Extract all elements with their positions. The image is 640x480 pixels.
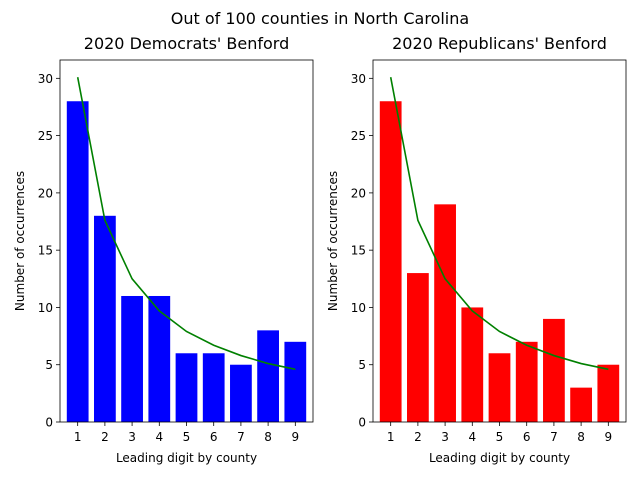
- x-tick-label-9: 9: [291, 430, 299, 444]
- y-axis-label: Number of occurrences: [326, 171, 340, 311]
- x-tick-label-6: 6: [210, 430, 218, 444]
- y-tick-label-20: 20: [38, 186, 53, 200]
- bar-6: [515, 341, 538, 422]
- x-axis-label: Leading digit by county: [429, 451, 570, 465]
- y-tick-label-0: 0: [358, 416, 366, 430]
- bar-3: [434, 204, 456, 422]
- bar-7: [543, 318, 565, 422]
- bar-8: [570, 387, 592, 422]
- y-tick-label-10: 10: [38, 301, 53, 315]
- y-tick-label-15: 15: [351, 244, 366, 258]
- y-axis-label: Number of occurrences: [13, 171, 27, 311]
- bar-7: [230, 364, 252, 422]
- x-tick-label-2: 2: [414, 430, 422, 444]
- x-tick-label-7: 7: [550, 430, 558, 444]
- x-tick-label-1: 1: [387, 430, 395, 444]
- figure-title: Out of 100 counties in North Carolina: [171, 9, 469, 28]
- bar-5: [175, 353, 198, 422]
- bar-4: [461, 307, 484, 422]
- x-tick-label-8: 8: [264, 430, 272, 444]
- y-tick-label-30: 30: [351, 72, 366, 86]
- bar-4: [148, 295, 171, 422]
- bar-2: [94, 215, 116, 422]
- x-tick-label-2: 2: [101, 430, 109, 444]
- x-tick-label-3: 3: [128, 430, 136, 444]
- y-tick-label-20: 20: [351, 186, 366, 200]
- bar-3: [121, 295, 143, 422]
- y-tick-label-25: 25: [38, 129, 53, 143]
- y-tick-label-25: 25: [351, 129, 366, 143]
- y-tick-label-5: 5: [358, 358, 366, 372]
- chart-title: 2020 Republicans' Benford: [392, 34, 607, 53]
- x-tick-label-7: 7: [237, 430, 245, 444]
- y-tick-label-10: 10: [351, 301, 366, 315]
- republicans-chart: 2020 Republicans' Benford 1 2 3 4 5 6 7 8 9 0 5 10 15…: [326, 34, 627, 465]
- bar-6: [202, 353, 225, 422]
- x-tick-label-4: 4: [155, 430, 163, 444]
- bar-2: [407, 273, 429, 422]
- bar-1: [379, 101, 402, 422]
- bar-8: [257, 330, 279, 422]
- x-axis-label: Leading digit by county: [116, 451, 257, 465]
- y-tick-label-5: 5: [45, 358, 53, 372]
- benford-line: [389, 77, 609, 371]
- bar-9: [597, 364, 620, 422]
- x-tick-label-1: 1: [74, 430, 82, 444]
- x-tick-label-6: 6: [523, 430, 531, 444]
- bar-1: [66, 101, 89, 422]
- x-tick-label-5: 5: [496, 430, 504, 444]
- x-tick-label-9: 9: [604, 430, 612, 444]
- democrats-chart: 2020 Democrats' Benford 1 2 3 4 5 6 7 8 9 0 5 10 15 20…: [13, 34, 314, 465]
- x-tick-label-3: 3: [441, 430, 449, 444]
- y-tick-label-30: 30: [38, 72, 53, 86]
- x-tick-label-4: 4: [468, 430, 476, 444]
- chart-title: 2020 Democrats' Benford: [84, 34, 289, 53]
- benford-line: [76, 77, 296, 371]
- x-tick-label-8: 8: [577, 430, 585, 444]
- y-tick-label-15: 15: [38, 244, 53, 258]
- x-tick-label-5: 5: [183, 430, 191, 444]
- bar-9: [284, 341, 307, 422]
- y-tick-label-0: 0: [45, 416, 53, 430]
- bar-5: [488, 353, 511, 422]
